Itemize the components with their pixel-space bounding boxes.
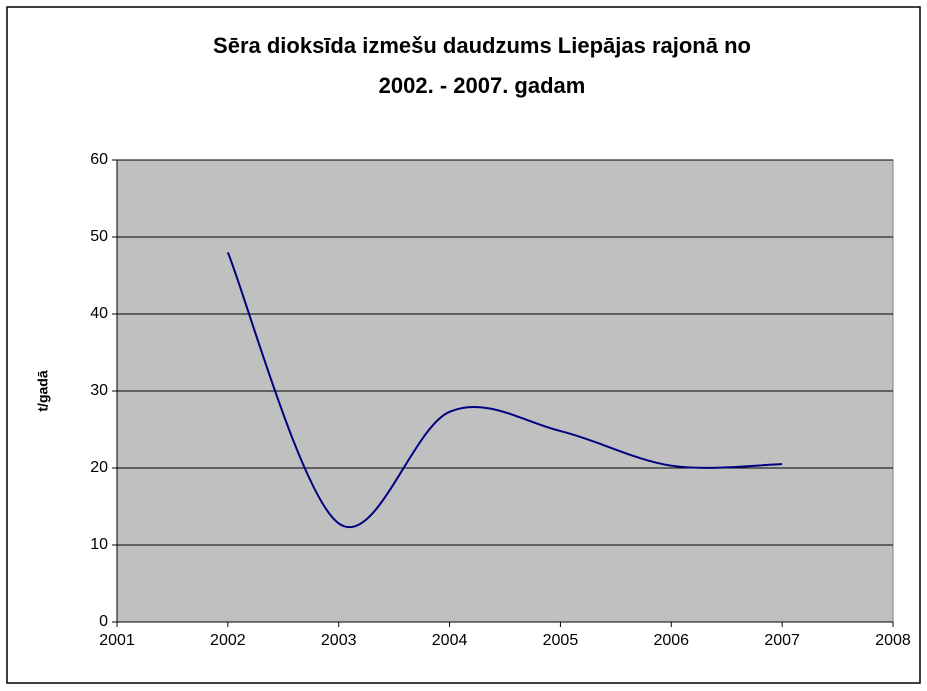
y-tick-label: 50	[90, 228, 108, 245]
chart-title: 2002. - 2007. gadam	[379, 73, 586, 98]
y-tick-label: 20	[90, 459, 108, 476]
chart-title: Sēra dioksīda izmešu daudzums Liepājas r…	[213, 33, 751, 58]
x-tick-label: 2002	[210, 632, 246, 649]
x-tick-label: 2006	[653, 632, 689, 649]
data-line	[226, 252, 783, 528]
y-tick-label: 60	[90, 151, 108, 168]
x-tick-label: 2003	[321, 632, 357, 649]
y-axis-label: t/gadā	[35, 370, 51, 411]
y-tick-label: 30	[90, 382, 108, 399]
x-tick-label: 2005	[543, 632, 579, 649]
y-tick-label: 40	[90, 305, 108, 322]
x-tick-label: 2007	[764, 632, 800, 649]
x-tick-label: 2008	[875, 632, 911, 649]
x-tick-label: 2004	[432, 632, 468, 649]
y-tick-label: 0	[99, 613, 108, 630]
x-tick-label: 2001	[99, 632, 135, 649]
y-tick-label: 10	[90, 536, 108, 553]
